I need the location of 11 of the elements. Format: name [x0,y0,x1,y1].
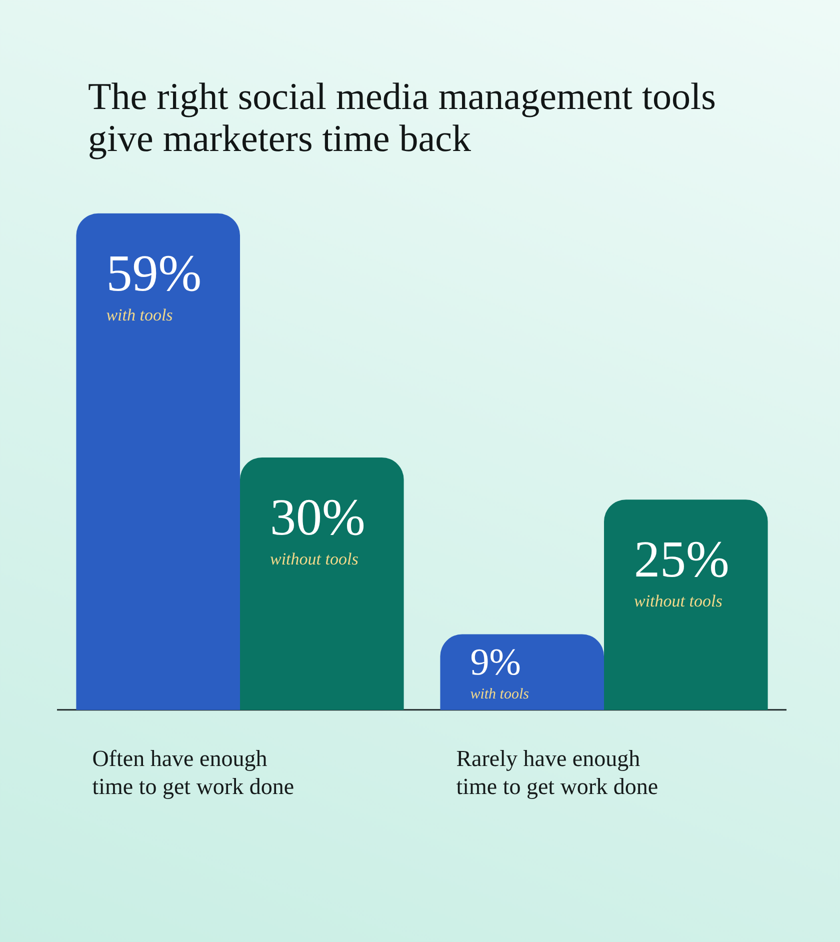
data-label: 59% [106,245,202,302]
series-label: with tools [470,686,530,702]
chart-title: The right social media management tools give marketers time back [88,76,717,160]
data-label: 30% [270,490,366,546]
x-tick-label: Often have enough time to get work done [92,746,294,799]
series-label: without tools [270,550,359,568]
text: without tools [634,592,722,611]
x-tick-label: Rarely have enough time to get work done [456,746,658,799]
data-label: 9% [470,641,521,684]
text: with tools [106,305,173,324]
data-label: 25% [634,532,730,589]
